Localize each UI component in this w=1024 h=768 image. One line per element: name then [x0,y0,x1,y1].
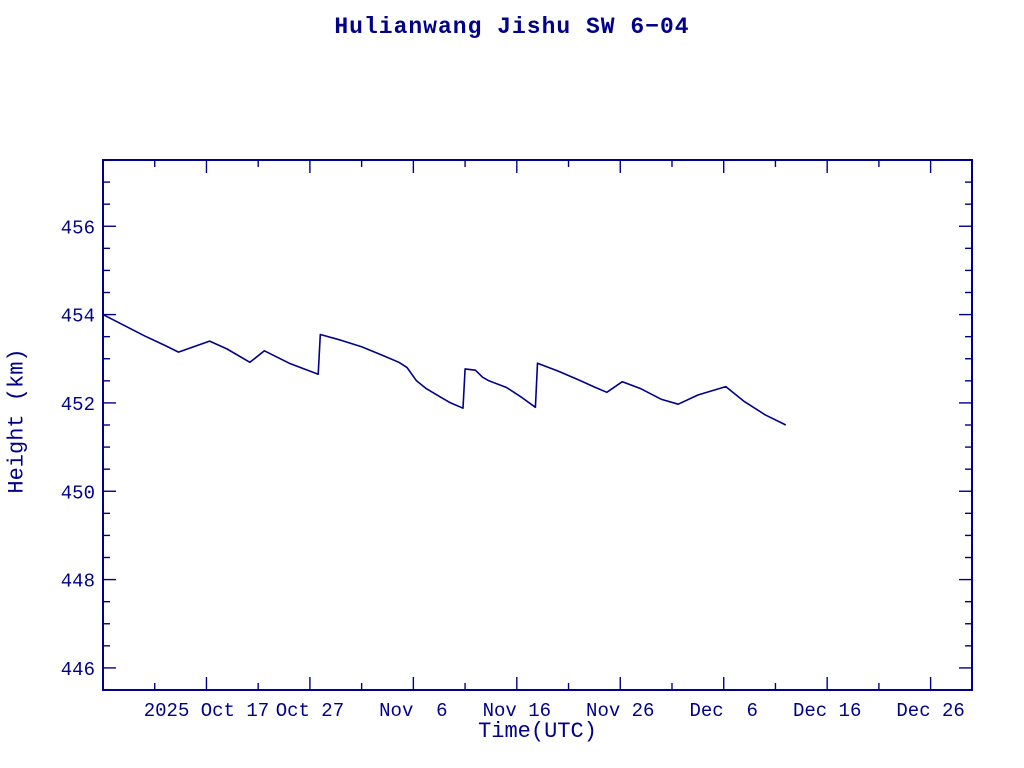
y-tick-label: 450 [61,482,95,504]
y-tick-label: 452 [61,394,95,416]
x-tick-label: Nov 26 [586,700,654,722]
x-tick-label: 2025 Oct 17 [144,700,269,722]
y-tick-label: 446 [61,659,95,681]
orbital-height-line [102,313,787,426]
y-tick-label: 448 [61,571,95,593]
x-tick-label: Dec 16 [793,700,861,722]
chart-title: Hulianwang Jishu SW 6−04 [334,14,690,40]
y-tick-label: 456 [61,217,95,239]
x-tick-label: Dec 26 [896,700,964,722]
plot-frame [102,159,973,691]
y-tick-label: 454 [61,306,95,328]
x-tick-label: Nov 6 [379,700,447,722]
x-tick-label: Dec 6 [690,700,758,722]
x-tick-label: Nov 16 [483,700,551,722]
x-axis-title: Time(UTC) [478,719,597,744]
x-tick-label: Oct 27 [276,700,344,722]
y-axis-title: Height (km) [4,348,30,494]
